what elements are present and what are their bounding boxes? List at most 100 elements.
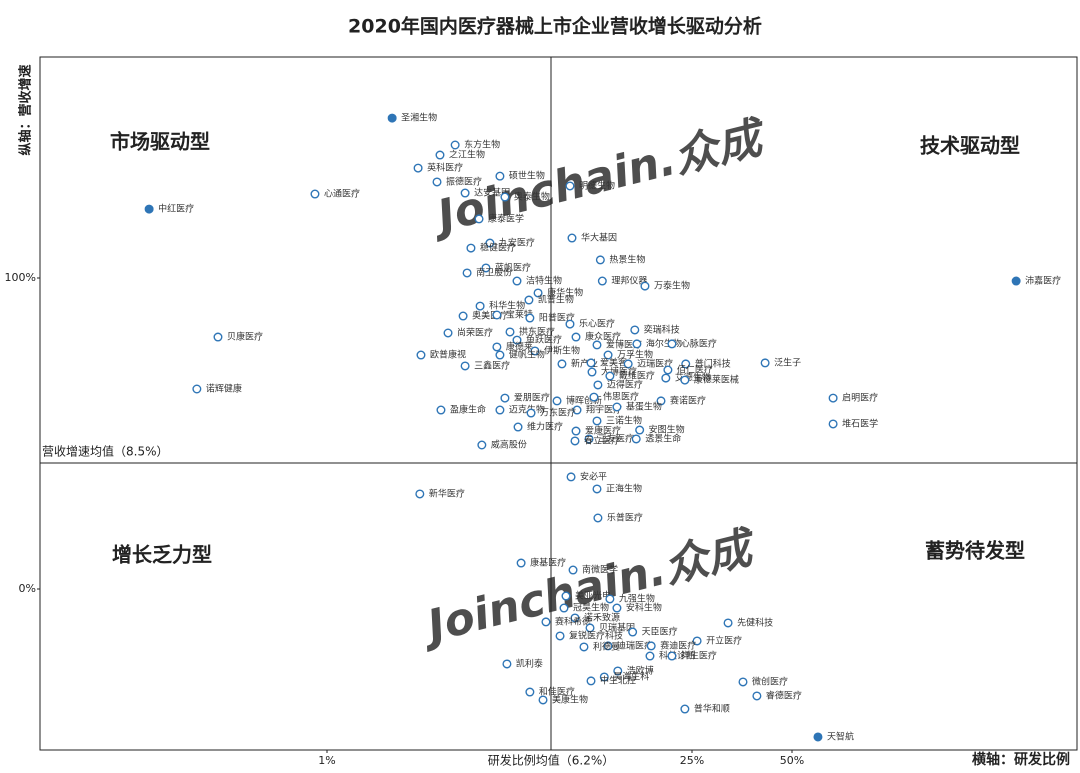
data-point [512, 276, 522, 286]
data-point [828, 393, 838, 403]
point-label: 诺禾致源 [584, 611, 620, 623]
point-label: 美康生物 [552, 693, 588, 705]
point-label: 康基医疗 [530, 557, 566, 569]
data-point [525, 687, 535, 697]
point-label: 贝瑞基因 [599, 621, 635, 633]
point-label: 堆石医学 [842, 417, 878, 429]
data-point [813, 732, 823, 742]
point-label: 维力医疗 [527, 421, 563, 433]
data-point [663, 365, 673, 375]
data-point [435, 150, 445, 160]
point-label: 美亚光电 [575, 590, 611, 602]
point-label: 爱朋医疗 [514, 392, 550, 404]
point-label: 万孚生物 [617, 349, 653, 361]
data-point [387, 113, 397, 123]
data-point [443, 328, 453, 338]
data-point [568, 565, 578, 575]
data-point [533, 288, 543, 298]
point-label: 康德莱医械 [694, 374, 739, 386]
data-point [828, 419, 838, 429]
point-label: 阳普医疗 [539, 312, 575, 324]
data-point [585, 623, 595, 633]
point-label: 圣湘生物 [401, 112, 437, 124]
point-label: 伊斯生物 [544, 344, 580, 356]
point-label: 贝康医疗 [227, 331, 263, 343]
point-label: 万泰生物 [654, 280, 690, 292]
point-label: 华大基因 [581, 232, 617, 244]
data-point [646, 641, 656, 651]
point-label: 心通医疗 [324, 188, 360, 200]
data-point [502, 659, 512, 669]
point-label: 凯利泰 [516, 657, 543, 669]
point-label: 启明医疗 [842, 392, 878, 404]
data-point [593, 380, 603, 390]
data-point [485, 238, 495, 248]
data-point [512, 335, 522, 345]
data-point [630, 325, 640, 335]
data-point [1011, 276, 1021, 286]
data-point [570, 436, 580, 446]
data-point [552, 396, 562, 406]
data-point [723, 618, 733, 628]
point-label: 奥美医疗 [472, 310, 508, 322]
point-label: 浩欧博 [627, 664, 654, 676]
data-point [738, 677, 748, 687]
data-point [589, 392, 599, 402]
data-point [592, 340, 602, 350]
data-point [526, 408, 536, 418]
data-point [436, 405, 446, 415]
data-point [432, 177, 442, 187]
data-point [680, 704, 690, 714]
data-point [680, 375, 690, 385]
point-label: 透景生命 [645, 432, 681, 444]
data-point [213, 332, 223, 342]
data-point [481, 263, 491, 273]
point-label: 中生北控 [600, 674, 636, 686]
point-label: 拱东医疗 [519, 325, 555, 337]
data-point [692, 636, 702, 646]
data-point [597, 276, 607, 286]
point-label: 爱康医疗 [585, 425, 621, 437]
point-label: 赛诺医疗 [670, 394, 706, 406]
point-label: 和佳医疗 [539, 686, 575, 698]
data-point [640, 281, 650, 291]
y-tick-label: 100% [5, 271, 36, 284]
point-label: 尚荣医疗 [457, 326, 493, 338]
point-label: 康众医疗 [585, 331, 621, 343]
y-axis-label: 纵轴：营收增速 [18, 64, 34, 155]
data-point [495, 350, 505, 360]
quadrant-label: 增长乏力型 [112, 543, 212, 567]
point-label: 迈瑞医疗 [637, 357, 673, 369]
point-label: 之江生物 [449, 149, 485, 161]
point-label: 安科生物 [626, 602, 662, 614]
point-label: 中红医疗 [158, 203, 194, 215]
point-label: 奕瑞科技 [644, 323, 680, 335]
point-label: 三诺生物 [606, 414, 642, 426]
data-point [603, 641, 613, 651]
point-label: 东方生物 [464, 138, 500, 150]
data-point [492, 342, 502, 352]
point-label: 伟思医疗 [603, 391, 639, 403]
data-point [310, 189, 320, 199]
point-label: 科美诊断 [659, 650, 695, 662]
point-label: 凯普生物 [538, 294, 574, 306]
data-point [595, 255, 605, 265]
point-label: 奥泰生物 [514, 191, 550, 203]
data-point [645, 651, 655, 661]
data-point [561, 591, 571, 601]
data-point [592, 484, 602, 494]
point-label: 康德莱 [506, 340, 533, 352]
data-point [538, 695, 548, 705]
point-label: 迈克生物 [509, 404, 545, 416]
data-point [613, 666, 623, 676]
data-point [415, 489, 425, 499]
point-label: 九强生物 [619, 592, 655, 604]
point-label: 稳健医疗 [480, 242, 516, 254]
data-point [565, 319, 575, 329]
point-label: 沛嘉医疗 [1025, 275, 1061, 287]
data-point [516, 558, 526, 568]
quadrant-label: 技术驱动型 [920, 134, 1020, 158]
data-point [495, 405, 505, 415]
